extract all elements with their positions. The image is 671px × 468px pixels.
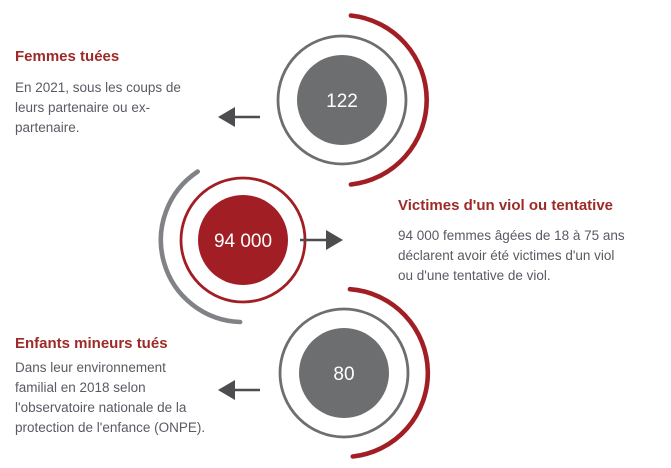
svg-text:80: 80	[333, 364, 354, 385]
svg-text:122: 122	[326, 91, 358, 112]
svg-text:94 000: 94 000	[214, 231, 272, 252]
